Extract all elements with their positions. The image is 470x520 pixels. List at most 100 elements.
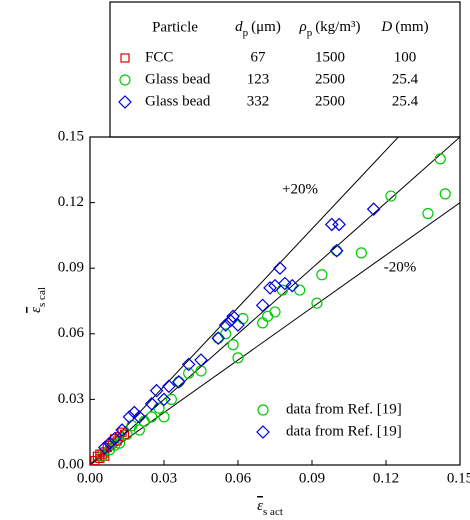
legend-label: FCC <box>145 49 173 65</box>
marker-diamond <box>115 423 129 437</box>
marker-circle <box>257 404 269 416</box>
marker-circle <box>212 332 224 344</box>
y-tick-label: 0.03 <box>58 391 84 407</box>
x-tick-label: 0.03 <box>151 470 177 486</box>
marker-circle <box>158 411 170 423</box>
table-cell: 25.4 <box>392 93 419 109</box>
marker-diamond <box>332 217 346 232</box>
marker-diamond <box>366 202 381 217</box>
marker-circle <box>146 411 158 423</box>
marker-diamond <box>324 217 339 232</box>
marker-circle <box>195 365 207 377</box>
x-tick-label: 0.06 <box>225 470 252 486</box>
marker-circle <box>227 339 239 351</box>
marker-circle <box>165 393 177 405</box>
x-tick-label: 0.12 <box>373 470 399 486</box>
marker-circle <box>262 310 274 322</box>
marker-circle <box>311 297 323 309</box>
y-tick-label: 0.12 <box>58 194 84 210</box>
y-label-subscript: s cal <box>36 287 48 307</box>
marker-circle <box>294 284 306 296</box>
marker-circle <box>422 207 434 220</box>
legend-label: Glass bead <box>145 71 211 87</box>
legend-label: Glass bead <box>145 93 211 109</box>
x-tick-label: 0.15 <box>447 470 470 486</box>
header-symbol: ρ <box>298 19 306 35</box>
table-cell: 123 <box>247 71 270 87</box>
marker-circle <box>237 312 249 325</box>
x-axis-label: εs act <box>257 498 283 517</box>
y-tick-label: 0.00 <box>58 456 84 472</box>
legend-marker <box>119 74 131 86</box>
header-symbol: d <box>235 19 243 35</box>
table-cell: 2500 <box>315 93 345 109</box>
table-header: dp (μm) <box>235 19 281 38</box>
marker-diamond <box>132 410 147 424</box>
x-tick-label: 0.00 <box>77 470 103 486</box>
header-unit: (μm) <box>251 19 281 35</box>
marker-diamond <box>255 298 270 313</box>
marker-diamond <box>218 318 233 332</box>
marker-diamond <box>273 261 287 276</box>
marker-diamond <box>285 278 300 293</box>
marker-diamond <box>127 405 142 420</box>
marker-diamond <box>278 276 292 291</box>
marker-circle <box>133 424 145 436</box>
header-subscript: p <box>243 27 249 39</box>
marker-diamond <box>231 318 245 332</box>
reference-line <box>90 137 400 465</box>
marker-circle <box>316 269 328 281</box>
marker-circle <box>385 190 397 202</box>
y-tick-label: 0.09 <box>58 260 84 276</box>
marker-diamond <box>144 396 159 411</box>
header-symbol: D <box>380 19 392 35</box>
x-label-subscript: s act <box>263 506 283 518</box>
x-label-symbol: ε <box>257 498 263 514</box>
table-cell: 2500 <box>315 71 345 87</box>
marker-circle <box>331 245 343 257</box>
table-cell: 332 <box>247 93 270 109</box>
reference-line <box>90 137 460 465</box>
marker-diamond <box>263 281 277 295</box>
marker-circle <box>173 376 185 388</box>
marker-square <box>95 449 105 459</box>
marker-diamond <box>97 440 112 455</box>
reference-line <box>90 202 460 465</box>
marker-circle <box>109 439 121 451</box>
marker-diamond <box>211 331 226 346</box>
marker-diamond <box>122 410 137 424</box>
table-header: ρp (kg/m³) <box>298 19 360 38</box>
y-tick-label: 0.15 <box>58 128 84 144</box>
marker-diamond <box>181 357 196 372</box>
table-header: D (mm) <box>380 19 428 35</box>
marker-diamond <box>102 436 117 450</box>
marker-circle <box>232 352 244 364</box>
header-unit: (kg/m³) <box>315 19 360 35</box>
header-subscript: p <box>307 27 313 39</box>
legend-marker <box>118 95 132 109</box>
marker-circle <box>269 306 281 318</box>
marker-diamond <box>149 383 164 398</box>
marker-diamond <box>223 313 238 328</box>
table-cell: 1500 <box>315 49 345 65</box>
y-axis-label: εs cal <box>28 287 47 313</box>
marker-diamond <box>194 353 208 367</box>
header-unit: (mm) <box>395 19 428 35</box>
marker-diamond <box>329 243 344 258</box>
y-label-symbol: ε <box>28 307 44 313</box>
legend-marker <box>120 53 130 63</box>
table-cell: 67 <box>251 49 267 65</box>
x-tick-label: 0.09 <box>299 470 325 486</box>
marker-diamond <box>171 375 186 389</box>
table-cell: 100 <box>394 49 417 65</box>
marker-diamond <box>226 309 240 324</box>
marker-diamond <box>162 379 176 394</box>
table-header: Particle <box>152 19 198 35</box>
marker-diamond <box>107 431 122 446</box>
marker-diamond <box>157 392 171 407</box>
note-label: data from Ref. [19] <box>286 401 402 417</box>
marker-circle <box>355 247 367 259</box>
series <box>97 202 381 455</box>
